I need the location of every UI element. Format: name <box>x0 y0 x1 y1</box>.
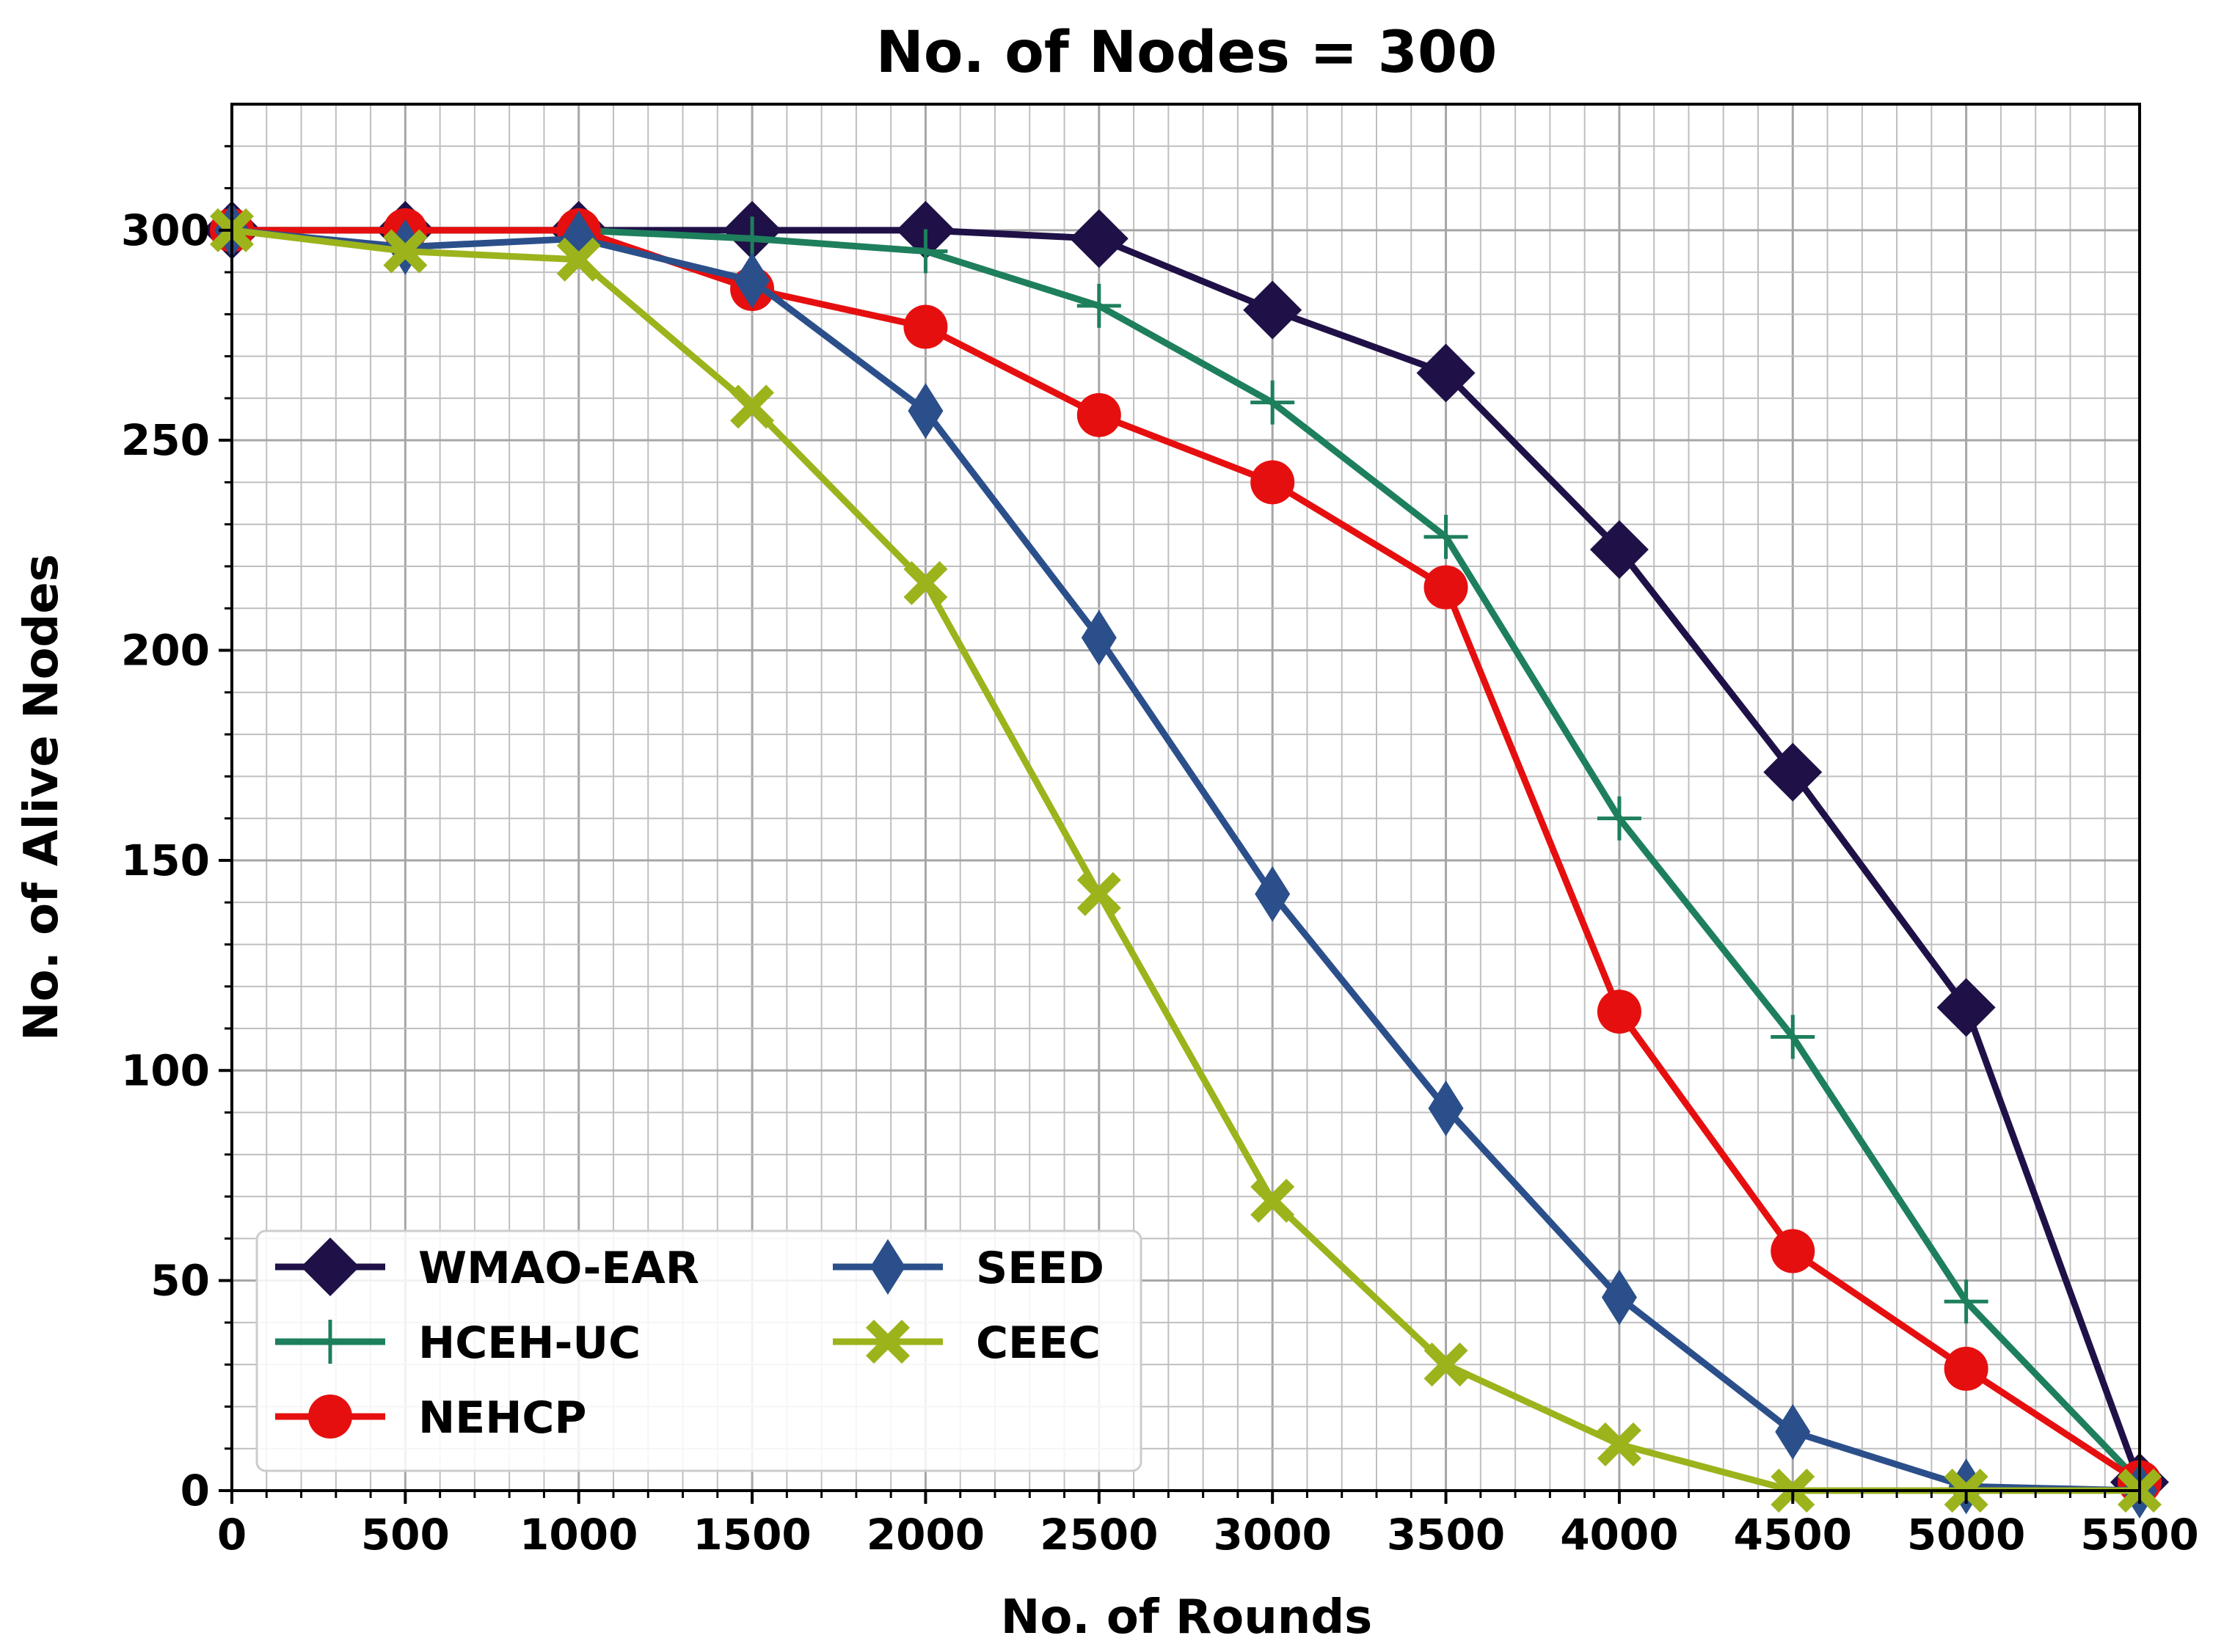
data-point-ceec <box>383 229 428 274</box>
x-tick-label: 5000 <box>1907 1510 2025 1560</box>
data-point-wmao-ear <box>1243 280 1302 340</box>
data-point-nehcp <box>1250 460 1295 505</box>
legend-marker-wmao-ear <box>301 1238 360 1296</box>
x-tick-label: 3000 <box>1213 1510 1331 1560</box>
data-point-hceh-uc <box>903 229 948 274</box>
legend-label-seed: SEED <box>976 1243 1104 1294</box>
legend-label-hceh-uc: HCEH-UC <box>418 1317 641 1369</box>
data-point-hceh-uc <box>1250 380 1295 425</box>
x-tick-label: 3500 <box>1387 1510 1505 1560</box>
legend-marker-nehcp <box>308 1395 352 1439</box>
data-point-ceec <box>1076 871 1121 916</box>
data-point-nehcp <box>903 304 948 349</box>
y-tick-label: 50 <box>150 1256 210 1306</box>
data-point-hceh-uc <box>1597 796 1641 841</box>
data-point-ceec <box>1597 1422 1641 1466</box>
data-point-nehcp <box>1771 1229 1815 1273</box>
y-tick-label: 100 <box>121 1045 210 1095</box>
x-tick-label: 2000 <box>867 1510 985 1560</box>
data-point-seed <box>1428 1080 1464 1136</box>
legend-item-wmao-ear: WMAO-EAR <box>275 1238 699 1296</box>
y-tick-label: 0 <box>181 1466 210 1516</box>
data-point-hceh-uc <box>1771 1015 1815 1059</box>
x-axis-label: No. of Rounds <box>1001 1590 1373 1645</box>
data-point-seed <box>1081 610 1117 666</box>
data-point-hceh-uc <box>1076 283 1121 328</box>
data-point-hceh-uc <box>1944 1279 1988 1324</box>
axis-ticks: 0 500 1000 1500 2000 2500 3000 3500 4000 4500 5000… <box>121 145 2199 1560</box>
chart-title: No. of Nodes = 300 <box>876 20 1498 86</box>
data-point-ceec <box>730 384 775 429</box>
y-tick-label: 150 <box>121 836 210 885</box>
legend-item-seed: SEED <box>833 1239 1104 1295</box>
series-line-nehcp <box>232 227 2142 1485</box>
data-point-ceec <box>556 237 601 282</box>
data-point-nehcp <box>1076 392 1121 437</box>
data-point-ceec <box>1423 1342 1468 1387</box>
data-point-ceec <box>903 560 948 605</box>
y-tick-label: 300 <box>121 205 210 255</box>
x-tick-label: 5500 <box>2080 1510 2198 1560</box>
legend-label-nehcp: NEHCP <box>418 1392 586 1444</box>
data-point-seed <box>734 252 770 309</box>
data-point-ceec <box>1250 1178 1295 1223</box>
legend-item-ceec: CEEC <box>833 1317 1101 1369</box>
data-point-wmao-ear <box>1763 742 1823 802</box>
legend-box <box>255 1229 1142 1472</box>
plot-frame <box>230 103 2141 1492</box>
data-point-nehcp <box>1944 1346 1988 1391</box>
x-tick-label: 2500 <box>1040 1510 1158 1560</box>
data-point-wmao-ear <box>1416 343 1476 403</box>
x-tick-label: 1000 <box>519 1510 638 1560</box>
data-point-wmao-ear <box>1069 209 1129 268</box>
x-tick-label: 4500 <box>1734 1510 1852 1560</box>
x-tick-label: 500 <box>361 1510 450 1560</box>
y-tick-label: 250 <box>121 415 210 465</box>
y-axis-label: No. of Alive Nodes <box>15 554 69 1041</box>
legend: WMAO-EAR HCEH-UC NEHCP SEED CEEC <box>255 1229 1142 1472</box>
legend-item-nehcp: NEHCP <box>275 1392 586 1444</box>
data-point-nehcp <box>1423 565 1468 610</box>
data-point-seed <box>1255 866 1291 922</box>
y-tick-label: 200 <box>121 626 210 676</box>
data-point-hceh-uc <box>1423 514 1468 559</box>
data-point-seed <box>908 383 944 439</box>
legend-marker-hceh-uc <box>308 1320 352 1364</box>
data-point-wmao-ear <box>1589 520 1649 580</box>
legend-label-ceec: CEEC <box>976 1317 1101 1369</box>
data-point-wmao-ear <box>1936 978 1996 1037</box>
legend-marker-ceec <box>866 1320 910 1364</box>
data-point-seed <box>1775 1403 1811 1460</box>
data-point-nehcp <box>1597 990 1641 1034</box>
data-point-seed <box>1601 1269 1637 1326</box>
x-tick-label: 1500 <box>693 1510 811 1560</box>
legend-item-hceh-uc: HCEH-UC <box>275 1317 641 1369</box>
x-tick-label: 4000 <box>1560 1510 1678 1560</box>
series-line-seed <box>231 227 2140 1494</box>
legend-label-wmao-ear: WMAO-EAR <box>418 1243 699 1294</box>
legend-marker-seed <box>870 1239 905 1295</box>
x-tick-label: 0 <box>217 1510 247 1560</box>
